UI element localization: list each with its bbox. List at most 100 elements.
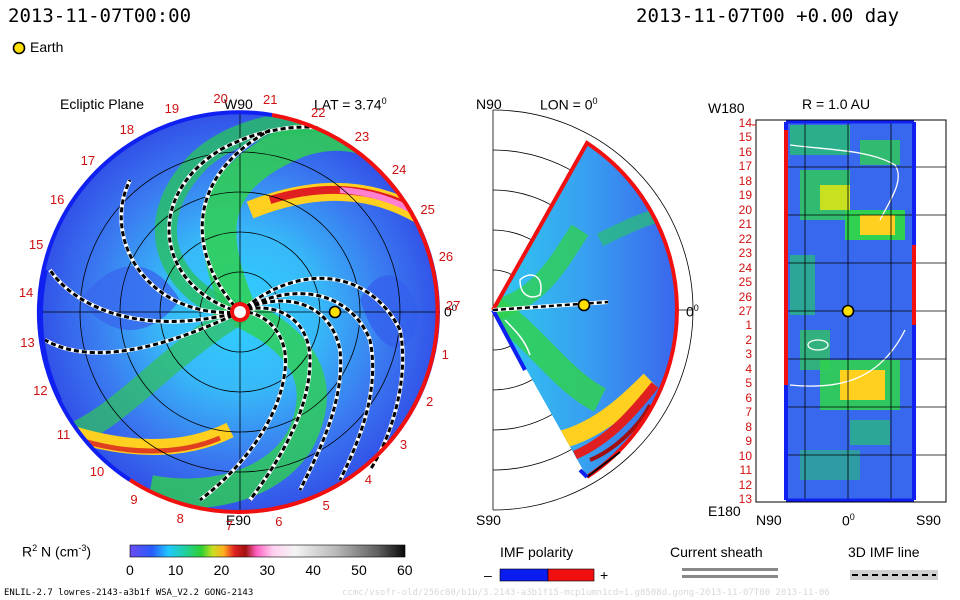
au-map-tick-label: 7: [745, 405, 752, 420]
ecliptic-title: Ecliptic Plane: [60, 96, 145, 112]
meridional-n90-label: N90: [476, 96, 502, 112]
ecliptic-tick-label: 14: [18, 285, 34, 301]
ecliptic-tick-label: 12: [33, 383, 48, 398]
ecliptic-tick-label: 1: [441, 347, 449, 363]
meridional-panel: [491, 109, 694, 511]
au-map-tick-label: 1: [745, 318, 752, 333]
au-map-tick-label: 6: [745, 390, 752, 405]
ecliptic-tick-label: 22: [311, 105, 326, 121]
ecliptic-tick-label: 20: [213, 90, 228, 106]
au-map-tick-label: 10: [738, 448, 752, 463]
au-map-w180-label: W180: [708, 100, 745, 116]
ecliptic-tick-label: 19: [164, 100, 180, 116]
ecliptic-e90-label: E90: [226, 512, 251, 528]
ecliptic-tick-label: 4: [364, 471, 372, 487]
ecliptic-tick-label: 26: [438, 248, 454, 264]
colorbar-tick-label: 10: [167, 562, 184, 578]
colorbar-tick-label: 0: [126, 562, 134, 578]
imf-line-title: 3D IMF line: [848, 544, 920, 560]
ecliptic-tick-label: 25: [420, 202, 435, 218]
au-map-s90-label: S90: [916, 512, 941, 528]
au-map-n90-label: N90: [756, 512, 782, 528]
au-map-tick-label: 3: [745, 347, 752, 362]
au-map-zero-label: 00: [842, 512, 855, 529]
earth-marker-meridional: [577, 298, 591, 312]
ecliptic-tick-label: 2: [425, 394, 434, 410]
ecliptic-tick-label: 17: [80, 152, 96, 168]
imf-negative-swatch: [499, 568, 549, 582]
au-map-tick-label: 26: [738, 289, 752, 304]
au-map-tick-label: 8: [745, 419, 752, 434]
au-map-tick-label: 20: [738, 202, 752, 217]
ecliptic-tick-label: 16: [49, 191, 65, 207]
header-right-time: 2013-11-07T00 +0.00 day: [636, 5, 900, 27]
ecliptic-tick-label: 10: [89, 463, 105, 479]
earth-legend-label: Earth: [30, 39, 64, 55]
ecliptic-negative-polarity-arc: [36, 110, 273, 482]
header-left-time: 2013-11-07T00:00: [8, 5, 192, 27]
au-map-tick-label: 4: [745, 361, 752, 376]
au-map-tick-label: 9: [745, 434, 752, 449]
ecliptic-tick-label: 9: [130, 492, 138, 508]
colorbar-tick-label: 50: [351, 562, 367, 578]
footer-model-info: ENLIL-2.7 lowres-2143-a3b1f WSA_V2.2 GON…: [4, 588, 254, 598]
au-map-tick-label: 24: [738, 260, 752, 275]
colorbar-tick-label: 20: [213, 562, 230, 578]
ecliptic-lat-label: LAT = 3.740: [314, 96, 387, 113]
ecliptic-tick-label: 6: [275, 513, 283, 529]
imf-minus-label: –: [484, 567, 492, 583]
ecliptic-tick-label: 8: [176, 510, 184, 526]
au-map-tick-label: 13: [738, 492, 752, 506]
imf-positive-swatch: [547, 568, 595, 582]
au-map-tick-label: 16: [738, 144, 752, 159]
sun-inner-boundary: [230, 302, 250, 322]
au-map-panel: [752, 119, 947, 503]
meridional-lon-label: LON = 00: [540, 96, 598, 113]
au-map-density-structures: [789, 125, 906, 480]
au-map-e180-label: E180: [708, 503, 741, 519]
ecliptic-zero-label: 00: [444, 303, 457, 320]
colorbar-tick-label: 40: [305, 562, 321, 578]
current-sheath-title: Current sheath: [670, 544, 763, 560]
ecliptic-imf-lines: [44, 125, 405, 502]
imf-polarity-title: IMF polarity: [500, 544, 574, 560]
ecliptic-tick-label: 13: [20, 335, 35, 350]
ecliptic-tick-label: 7: [225, 517, 233, 533]
ecliptic-tick-label: 18: [119, 121, 135, 137]
au-map-tick-label: 19: [738, 188, 752, 203]
au-map-tick-label: 22: [738, 231, 752, 246]
au-map-tick-label: 27: [738, 304, 752, 318]
au-map-tick-label: 11: [739, 463, 752, 478]
au-map-tick-label: 25: [738, 275, 752, 290]
au-map-tick-label: 5: [745, 376, 752, 391]
au-map-tick-label: 12: [738, 477, 752, 492]
colorbar-tick-label: 60: [397, 562, 413, 578]
au-map-tick-label: 14: [738, 116, 752, 130]
earth-marker-ecliptic: [328, 305, 342, 319]
ecliptic-w90-label: W90: [224, 96, 253, 112]
ecliptic-tick-label: 24: [391, 161, 407, 177]
colorbar-label: R2 N (cm-3): [22, 543, 92, 560]
au-map-title: R = 1.0 AU: [802, 96, 871, 112]
colorbar-tick-label: 30: [259, 562, 276, 578]
imf-plus-label: +: [600, 567, 609, 583]
earth-marker-au-map: [841, 304, 855, 318]
meridional-negative-polarity-edge: [491, 309, 527, 371]
ecliptic-tick-label: 27: [445, 297, 461, 313]
au-map-tick-label: 21: [738, 217, 752, 232]
meridional-positive-polarity-edge: [491, 140, 679, 479]
au-map-tick-label: 2: [745, 332, 752, 347]
au-map-tick-label: 17: [738, 159, 752, 174]
meridional-zero-label: 00: [686, 303, 699, 320]
ecliptic-plane-panel: [36, 110, 440, 515]
au-map-tick-label: 18: [738, 173, 752, 188]
ecliptic-tick-label: 11: [56, 426, 71, 442]
ecliptic-tick-label: 5: [322, 497, 330, 513]
ecliptic-tick-label: 15: [28, 236, 44, 252]
meridional-s90-label: S90: [476, 512, 501, 528]
au-map-tick-label: 15: [738, 130, 752, 145]
earth-legend-icon: [12, 41, 26, 55]
ecliptic-tick-label: 21: [263, 92, 278, 108]
ecliptic-tick-label: 23: [354, 128, 370, 144]
